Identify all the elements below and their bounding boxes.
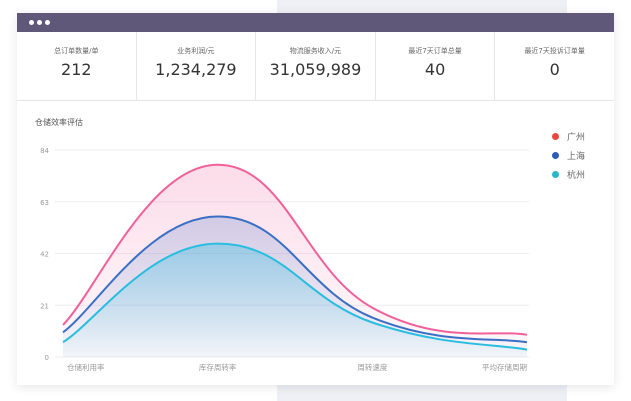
- chart-title: 仓储效率评估: [35, 118, 83, 127]
- legend-swatch: [552, 133, 559, 140]
- series-line-1[interactable]: [62, 215, 528, 344]
- y-tick-label: 0: [45, 354, 49, 362]
- stat-label: 最近7天投诉订单量: [524, 47, 585, 55]
- stats-row: 总订单数量/单 212 业务利润/元 1,234,279 物流服务收入/元 31…: [17, 32, 614, 101]
- y-tick-label: 21: [40, 302, 49, 310]
- stat-value: 1,234,279: [155, 60, 237, 79]
- stat-label: 物流服务收入/元: [289, 47, 342, 55]
- more-horizontal-icon[interactable]: [29, 20, 50, 25]
- legend-label: 广州: [567, 133, 586, 143]
- y-tick-label: 84: [40, 147, 49, 155]
- legend-item-guangzhou[interactable]: 广州: [552, 127, 585, 146]
- x-tick-label: 周转速度: [357, 362, 387, 372]
- y-tick-label: 42: [40, 251, 49, 259]
- legend-label: 上海: [567, 152, 586, 162]
- series-area-2: [63, 243, 527, 357]
- legend-swatch: [552, 152, 559, 159]
- dashboard-card: 总订单数量/单 212 业务利润/元 1,234,279 物流服务收入/元 31…: [17, 13, 614, 385]
- stat-label: 业务利润/元: [177, 47, 215, 55]
- stat-value: 31,059,989: [269, 60, 362, 79]
- legend-item-shanghai[interactable]: 上海: [552, 146, 585, 165]
- legend-item-hangzhou[interactable]: 杭州: [552, 165, 585, 184]
- chart-legend: 广州 上海 杭州: [552, 127, 585, 184]
- x-tick-label: 仓储利用率: [67, 362, 105, 372]
- window-titlebar: [17, 13, 614, 32]
- stat-value: 0: [549, 60, 560, 79]
- stat-7day-orders: 最近7天订单总量 40: [376, 32, 496, 100]
- legend-swatch: [552, 171, 559, 178]
- series-line-2[interactable]: [62, 242, 528, 351]
- x-tick-label: 平均存储周期: [482, 362, 527, 372]
- stat-value: 212: [61, 60, 92, 79]
- warehouse-efficiency-chart: 0 21 42 63 84 仓储利用率 库存周转率 周转速度 平均存储周期: [40, 147, 529, 372]
- legend-label: 杭州: [567, 171, 586, 181]
- x-tick-label: 库存周转率: [199, 362, 237, 372]
- y-tick-label: 63: [40, 199, 49, 207]
- stat-label: 最近7天订单总量: [408, 47, 462, 55]
- series-line-0[interactable]: [62, 163, 528, 336]
- stat-business-profit: 业务利润/元 1,234,279: [137, 32, 257, 100]
- stat-total-orders: 总订单数量/单 212: [17, 32, 137, 100]
- stat-label: 总订单数量/单: [54, 47, 99, 55]
- stat-value: 40: [424, 60, 446, 79]
- stat-logistics-revenue: 物流服务收入/元 31,059,989: [256, 32, 376, 100]
- stat-7day-complaints: 最近7天投诉订单量 0: [495, 32, 614, 100]
